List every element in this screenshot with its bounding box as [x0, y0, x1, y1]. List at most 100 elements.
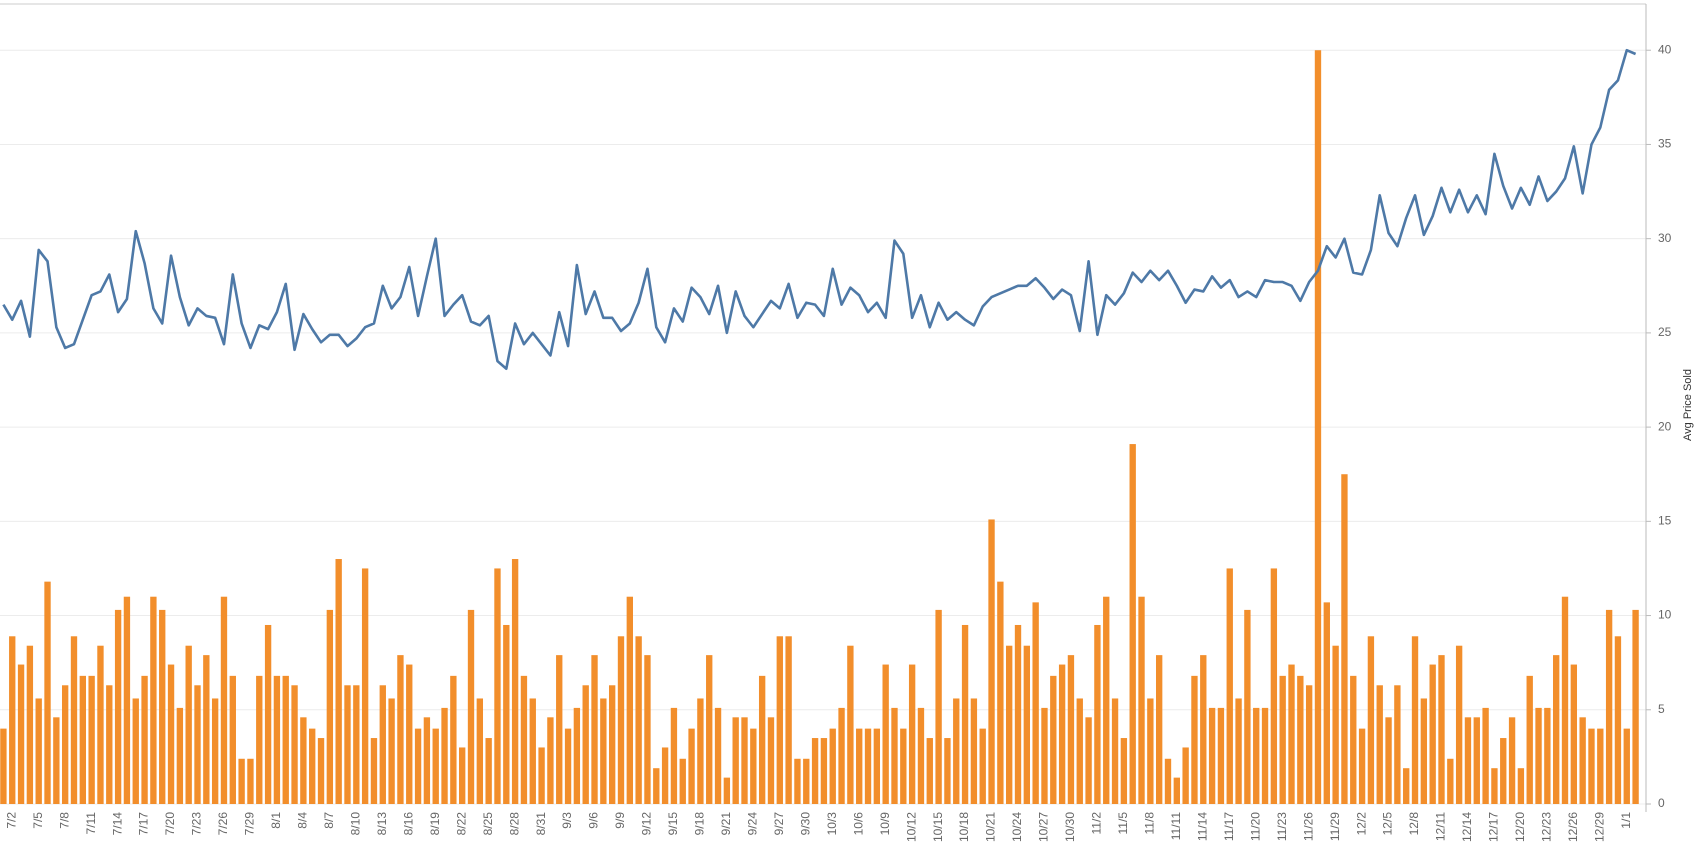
x-tick-label: 9/9 [613, 812, 627, 829]
bar [35, 698, 42, 804]
bar [229, 675, 236, 804]
x-tick-label: 11/11 [1169, 812, 1183, 841]
x-tick-label: 8/7 [322, 812, 336, 829]
x-tick-label: 11/29 [1328, 812, 1342, 841]
y-tick-label: 20 [1658, 419, 1672, 433]
bar [573, 707, 581, 804]
bar [1597, 728, 1604, 804]
bar [767, 717, 775, 804]
bar [1253, 707, 1260, 804]
bar [979, 728, 986, 804]
x-tick-label: 10/24 [1010, 812, 1024, 842]
x-tick-label: 9/6 [587, 812, 601, 829]
bar [1341, 474, 1348, 804]
x-tick-label: 7/8 [57, 812, 71, 829]
bar [538, 747, 545, 804]
bar [644, 655, 651, 804]
bar [194, 685, 201, 804]
bar [353, 685, 360, 804]
x-tick-label: 12/29 [1592, 812, 1606, 842]
y-tick-label: 10 [1658, 608, 1672, 622]
bar [1358, 728, 1366, 804]
x-tick-label: 12/14 [1460, 812, 1474, 842]
bar [935, 609, 942, 804]
bar [997, 581, 1004, 804]
bar [653, 768, 660, 804]
bar [1420, 698, 1428, 804]
bar [741, 717, 748, 804]
bar [1155, 655, 1163, 804]
line [2, 48, 1637, 370]
bar [1261, 707, 1269, 804]
bar [1561, 596, 1569, 804]
bar [1288, 664, 1295, 804]
bar [326, 609, 334, 804]
bar [494, 568, 501, 804]
x-tick-label: 11/2 [1090, 812, 1104, 835]
bar [1614, 636, 1622, 804]
x-tick-label: 12/11 [1434, 812, 1448, 841]
bar [661, 747, 669, 804]
bar [61, 685, 69, 804]
bar [414, 728, 422, 804]
x-tick-label: 9/27 [772, 812, 786, 836]
bar [503, 624, 510, 804]
bar [547, 717, 554, 804]
bar [1058, 664, 1066, 804]
bar [1129, 444, 1136, 804]
bar [785, 636, 792, 804]
bar [1305, 685, 1313, 804]
bar [891, 707, 898, 804]
x-tick-label: 10/6 [851, 812, 865, 836]
bar [1103, 596, 1110, 804]
x-tick-label: 8/16 [401, 812, 415, 836]
bar [1526, 675, 1533, 804]
bar [864, 728, 872, 804]
bar [485, 738, 492, 804]
bar [1605, 609, 1613, 804]
x-tick-label: 7/17 [137, 812, 151, 836]
bar [432, 728, 439, 804]
bar [953, 698, 960, 804]
bar [114, 609, 122, 804]
bar [9, 636, 16, 804]
x-tick-label: 8/13 [375, 812, 389, 836]
x-tick-label: 9/21 [719, 812, 733, 836]
x-tick-label: 7/11 [84, 812, 98, 835]
bar [1111, 698, 1119, 804]
bar [1191, 675, 1198, 804]
bar [520, 675, 528, 804]
bar [706, 655, 713, 804]
bar [1482, 707, 1489, 804]
bar [159, 609, 166, 804]
x-tick-label: 7/20 [163, 812, 177, 836]
bar [476, 698, 484, 804]
x-tick-label: 10/30 [1063, 812, 1077, 842]
bar [388, 698, 395, 804]
bar [335, 559, 342, 804]
bar [1508, 717, 1516, 804]
x-tick-label: 7/2 [4, 812, 18, 829]
x-tick-label: 10/18 [957, 812, 971, 842]
x-tick-label: 12/26 [1566, 812, 1580, 842]
bar [856, 728, 863, 804]
bar [106, 685, 113, 804]
bar [750, 728, 757, 804]
x-tick-label: 11/8 [1143, 812, 1157, 835]
bar [1314, 50, 1322, 804]
bar [1588, 728, 1595, 804]
bar [794, 758, 801, 804]
x-tick-label: 11/23 [1275, 812, 1289, 841]
bar [1297, 675, 1304, 804]
x-tick-label: 11/14 [1195, 812, 1209, 841]
bar [670, 707, 678, 804]
bar [723, 777, 731, 804]
x-tick-label: 12/20 [1513, 812, 1527, 842]
bar [1411, 636, 1419, 804]
bar [617, 636, 625, 804]
bar [1279, 675, 1286, 804]
bar [361, 568, 369, 804]
bar [988, 519, 995, 804]
bar [820, 738, 828, 804]
